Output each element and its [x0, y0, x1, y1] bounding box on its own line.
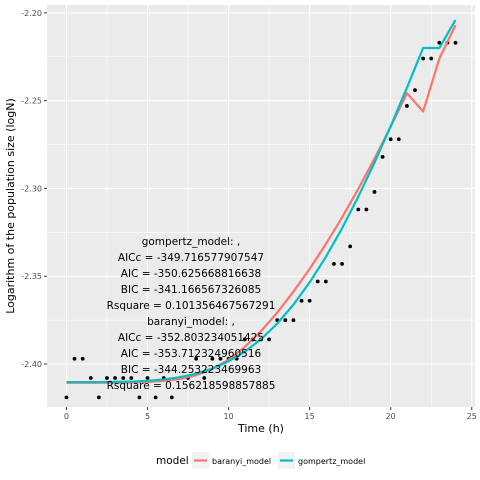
- data-point: [372, 190, 377, 194]
- data-point: [218, 356, 223, 361]
- data-point: [340, 262, 344, 266]
- x-tick-label: 25: [467, 412, 477, 421]
- data-point: [348, 244, 353, 249]
- plot-panel: [47, 5, 475, 407]
- annotation-line: BIC = -344.253223469963: [121, 364, 261, 376]
- y-axis-title: Logarithm of the population size (logN): [4, 98, 17, 314]
- minor-gridlines: [47, 5, 475, 407]
- data-point: [437, 40, 442, 45]
- data-point: [396, 137, 401, 142]
- x-tick-label: 0: [64, 412, 69, 421]
- data-point: [291, 318, 296, 323]
- data-point: [283, 318, 288, 323]
- x-axis: 0 5 10 15 20 25: [64, 407, 477, 421]
- data-point: [113, 376, 117, 380]
- legend-label-gompertz-model: gompertz_model: [298, 457, 365, 466]
- data-point: [194, 356, 199, 361]
- legend: model baranyi_model gompertz_model: [156, 452, 365, 469]
- data-point: [137, 395, 142, 400]
- data-point: [388, 137, 393, 142]
- data-point: [453, 40, 458, 45]
- y-tick-label: -2.35: [21, 272, 42, 281]
- data-point: [267, 337, 272, 342]
- x-tick-label: 20: [386, 412, 396, 421]
- data-point: [332, 262, 336, 266]
- x-axis-title: Time (h): [237, 422, 284, 435]
- model-fit-lines: [66, 19, 457, 384]
- data-point: [413, 88, 417, 93]
- data-point: [129, 376, 134, 380]
- data-point: [88, 376, 93, 380]
- y-tick-label: -2.30: [21, 184, 42, 193]
- data-point: [202, 376, 207, 380]
- data-point: [307, 298, 312, 303]
- annotation-line: gompertz_model: ,: [142, 236, 241, 248]
- data-point: [429, 56, 434, 61]
- data-point: [80, 356, 85, 361]
- annotation-line: Rsquare = 0.156218598857885: [107, 380, 276, 392]
- y-axis: -2.40 -2.35 -2.30 -2.25 -2.20: [21, 9, 47, 369]
- data-point: [242, 337, 247, 342]
- annotation-line: baranyi_model: ,: [147, 316, 235, 328]
- annotation-line: Rsquare = 0.101356467567291: [107, 300, 276, 312]
- data-point: [299, 298, 304, 303]
- x-tick-label: 15: [305, 412, 315, 421]
- annotation-line: AIC = -353.712324960516: [121, 348, 262, 360]
- data-point: [421, 56, 426, 61]
- model-fit-annotation: gompertz_model: , AICc = -349.71657790754…: [107, 236, 276, 392]
- legend-label-baranyi-model: baranyi_model: [212, 457, 271, 466]
- legend-title: model: [156, 455, 189, 467]
- annotation-line: AICc = -349.716577907547: [118, 252, 264, 264]
- annotation-line: AICc = -352.803234051425: [118, 332, 264, 344]
- y-tick-label: -2.25: [21, 97, 42, 106]
- annotation-line: BIC = -341.166567326085: [121, 284, 261, 296]
- x-tick-label: 10: [223, 412, 233, 421]
- y-tick-label: -2.20: [21, 9, 42, 18]
- data-point: [380, 154, 385, 159]
- data-point: [169, 395, 174, 400]
- data-point: [145, 376, 150, 380]
- series-line-gompertz-model: [66, 19, 457, 384]
- data-point: [315, 279, 320, 284]
- data-point: [96, 395, 101, 400]
- data-point: [210, 356, 215, 361]
- data-point: [105, 376, 109, 380]
- annotation-line: AIC = -350.625668816638: [121, 268, 261, 280]
- x-tick-label: 5: [145, 412, 150, 421]
- data-point: [405, 104, 409, 108]
- data-point: [121, 376, 126, 380]
- data-point: [64, 395, 69, 400]
- data-point: [356, 207, 361, 212]
- data-point: [364, 207, 369, 212]
- y-tick-label: -2.40: [21, 360, 42, 369]
- data-point: [72, 356, 77, 361]
- data-point: [323, 279, 328, 284]
- data-point: [153, 395, 158, 400]
